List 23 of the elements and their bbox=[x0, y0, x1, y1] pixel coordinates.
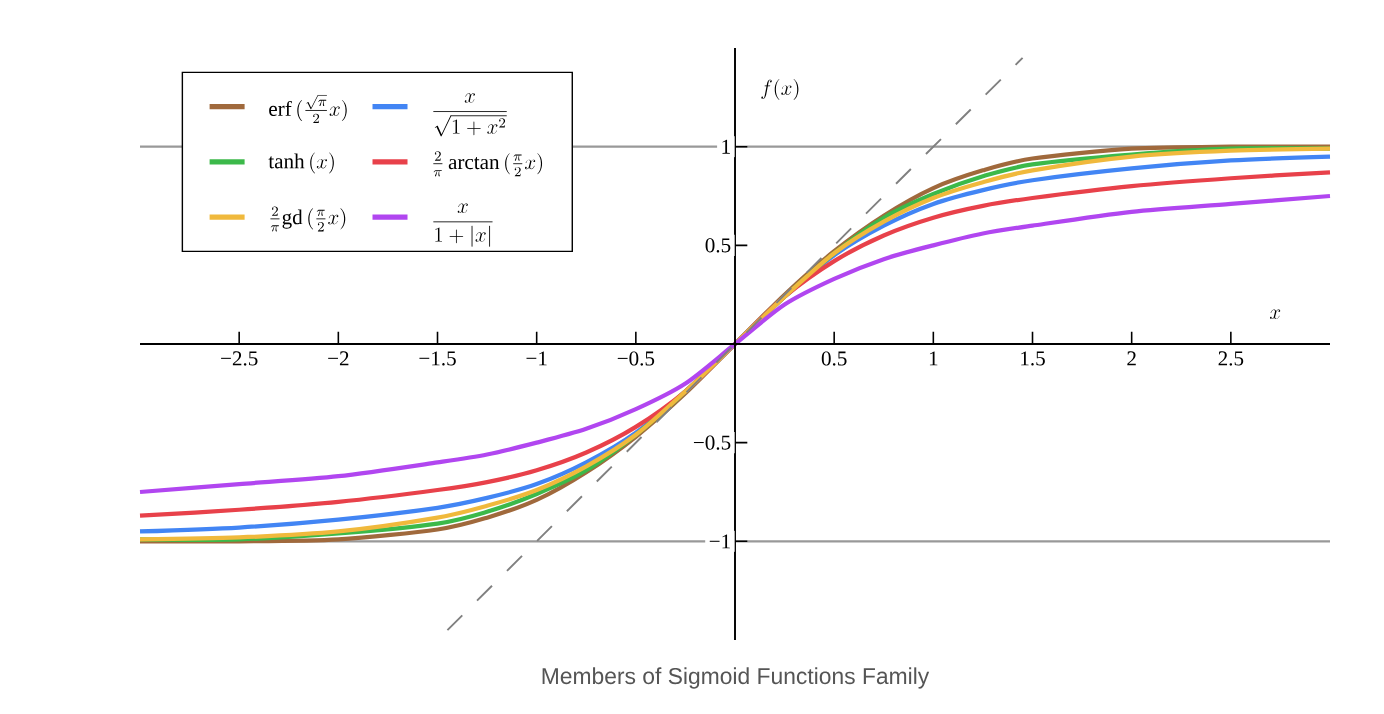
x-tick-label: 1 bbox=[929, 351, 938, 366]
y-axis-title: $f(x)$ bbox=[761, 78, 799, 101]
x-axis-title: $x$ bbox=[1269, 309, 1281, 320]
y-tick-label: −0.5 bbox=[693, 435, 731, 450]
y-tick-label: 0.5 bbox=[705, 238, 731, 253]
y-tick-label: −1 bbox=[709, 534, 730, 549]
x-tick-label: 2 bbox=[1127, 351, 1136, 366]
x-tick-label: −2 bbox=[328, 351, 349, 366]
legend-label: $\tfrac{2}{\pi}\arctan\,(\tfrac{\pi}{2}x)$ bbox=[433, 151, 543, 177]
x-tick-label: 1.5 bbox=[1021, 351, 1045, 366]
x-tick-label: −1 bbox=[526, 351, 547, 366]
x-tick-label: −1.5 bbox=[419, 351, 456, 366]
x-tick-label: 2.5 bbox=[1218, 351, 1244, 366]
text: Members of Sigmoid Functions Family bbox=[542, 667, 930, 689]
x-tick-label: −0.5 bbox=[617, 351, 655, 366]
legend-label: $\dfrac{x}{1+|x|}$ bbox=[433, 203, 493, 247]
y-tick-label: 1 bbox=[722, 139, 730, 154]
legend-label: $\tanh\,(x)$ bbox=[268, 152, 334, 174]
x-tick-label: 0.5 bbox=[821, 351, 847, 366]
legend-label: $\mathrm{erf}\,(\tfrac{\sqrt{\pi}}{2}x)$ bbox=[269, 95, 347, 124]
legend-label: $\dfrac{x}{\sqrt{1+x^2}}$ bbox=[433, 93, 507, 137]
legend-label: $\tfrac{2}{\pi}\mathrm{gd}\,(\tfrac{\pi}{2}x)$ bbox=[270, 206, 346, 232]
x-tick-label: −2.5 bbox=[221, 351, 258, 366]
